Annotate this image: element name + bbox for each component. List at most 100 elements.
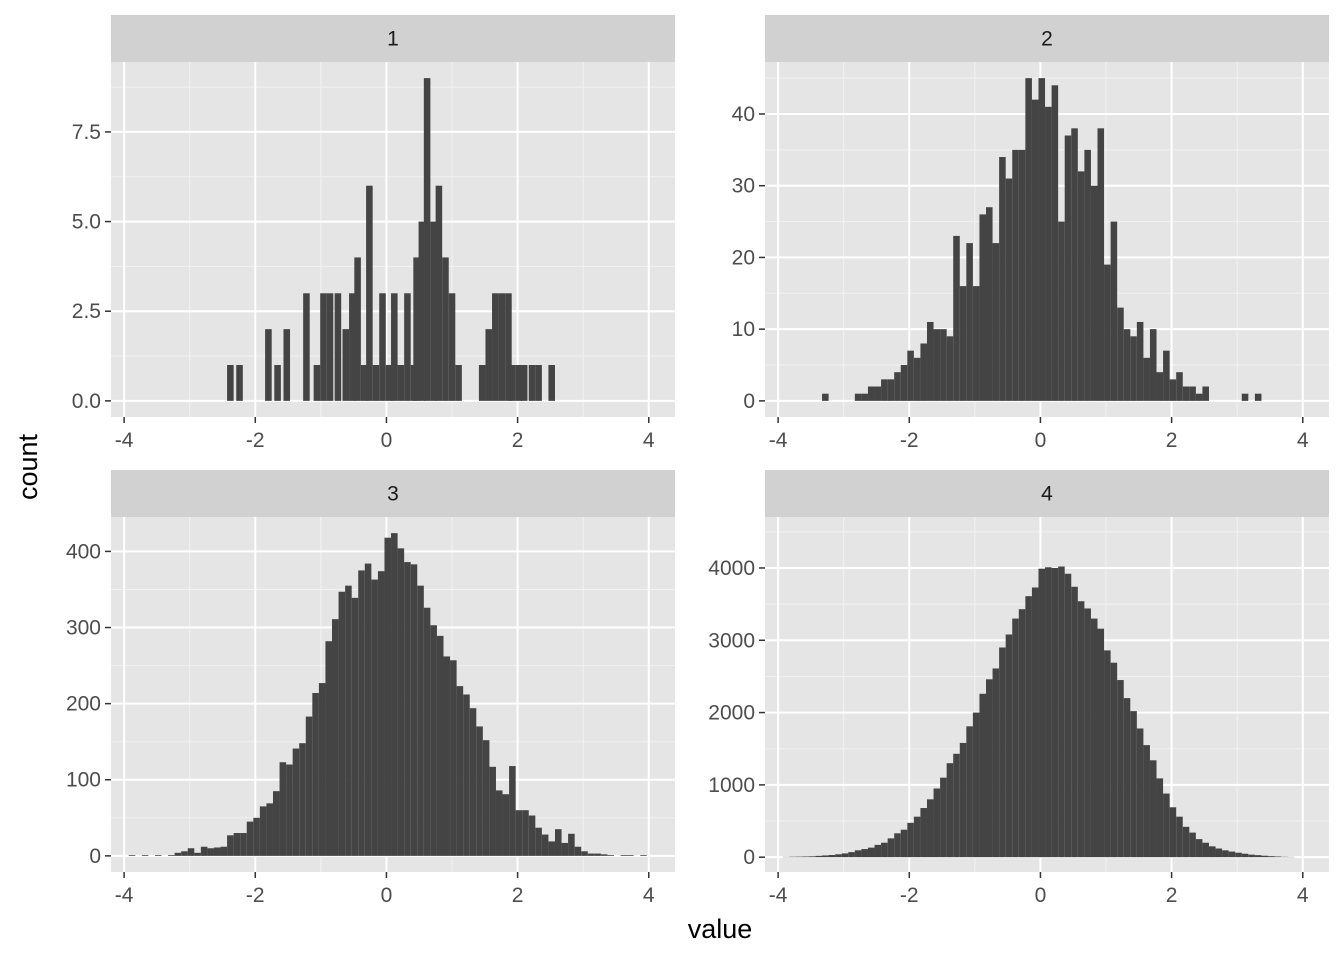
histogram-bar [1189, 832, 1196, 858]
y-tick-label: 300 [66, 617, 101, 640]
histogram-bar [207, 848, 214, 856]
y-axis-title: count [13, 433, 43, 500]
histogram-bar [1156, 372, 1164, 401]
histogram-bar [1189, 386, 1196, 401]
x-axis-title: value [688, 914, 753, 944]
histogram-bar [1130, 711, 1137, 858]
x-tick-label: 2 [512, 884, 524, 907]
histogram-bar [404, 562, 411, 856]
y-tick-label: 200 [66, 693, 101, 716]
histogram-bar [413, 257, 420, 401]
histogram-bar [181, 851, 188, 856]
histogram-bar [528, 365, 536, 401]
y-tick-label: 4000 [708, 557, 755, 580]
histogram-bar [469, 708, 477, 856]
histogram-bar [1058, 566, 1065, 858]
histogram-bar [492, 293, 499, 401]
y-tick-label: 0 [89, 845, 101, 868]
histogram-bar [1058, 221, 1065, 401]
histogram-bar [1090, 185, 1098, 401]
histogram-bar [274, 365, 281, 401]
histogram-bar [485, 329, 493, 401]
histogram-bar [979, 693, 987, 858]
histogram-bar [1012, 149, 1019, 401]
histogram-bar [236, 365, 243, 401]
histogram-bar [1202, 842, 1209, 858]
histogram-bar [587, 853, 595, 856]
histogram-bar [1038, 568, 1046, 858]
histogram-bar [338, 591, 346, 856]
histogram-bar [194, 852, 201, 856]
histogram-bar [972, 712, 980, 858]
histogram-bar [1018, 609, 1026, 858]
histogram-bar [953, 753, 960, 858]
x-tick-label: -2 [900, 884, 919, 907]
x-tick-label: -4 [115, 884, 134, 907]
panel-3: 3 -4 -2 0 2 4 0 100 200 300 400 [66, 470, 675, 907]
y-tick-label: 20 [732, 246, 755, 269]
histogram-bar [926, 799, 934, 858]
histogram-bar [313, 365, 321, 401]
histogram-bar [1005, 634, 1013, 858]
histogram-bar [861, 849, 868, 858]
histogram-bar [992, 243, 1000, 401]
histogram-bar [418, 221, 426, 401]
histogram-bar [502, 794, 510, 856]
histogram-bar [1031, 587, 1039, 858]
histogram-bar [828, 855, 836, 858]
histogram-bar [907, 822, 914, 858]
histogram-bar [1202, 386, 1209, 401]
histogram-bar [789, 856, 796, 858]
histogram-bar [1195, 393, 1203, 401]
histogram-bar [848, 852, 855, 858]
histogram-bar [240, 833, 247, 856]
histogram-bar [979, 214, 987, 401]
panel-strip-label: 4 [1041, 483, 1053, 506]
histogram-bar [1222, 850, 1229, 858]
y-tick-label: 5.0 [72, 211, 101, 234]
histogram-bar [168, 855, 175, 856]
histogram-bar [795, 856, 803, 858]
x-tick-label: 4 [643, 429, 655, 452]
histogram-bar [861, 393, 868, 401]
panel-strip-label: 2 [1041, 28, 1053, 51]
histogram-bar [325, 641, 333, 856]
histogram-bar [1195, 839, 1203, 858]
histogram-bar [1268, 856, 1275, 858]
histogram-bar [220, 846, 228, 856]
histogram-bar [410, 564, 418, 856]
histogram-bar [1248, 854, 1255, 858]
histogram-bar [1104, 650, 1111, 858]
y-tick-label: 10 [732, 318, 755, 341]
histogram-bar [246, 821, 254, 856]
histogram-bar [946, 763, 954, 858]
histogram-bar [986, 679, 993, 858]
histogram-bar [986, 207, 993, 401]
histogram-bar [1261, 855, 1269, 858]
histogram-bar [1084, 608, 1091, 858]
y-tick-label: 3000 [708, 629, 755, 652]
histogram-bar [1169, 379, 1177, 401]
panel-strip [765, 470, 1329, 517]
panel-strip [765, 15, 1329, 62]
x-tick-label: 4 [643, 884, 655, 907]
histogram-bar [867, 386, 875, 401]
x-tick-label: 4 [1297, 884, 1309, 907]
histogram-bar [259, 806, 267, 856]
histogram-bar [312, 692, 319, 856]
x-tick-label: 0 [1035, 884, 1047, 907]
histogram-bar [442, 257, 449, 401]
histogram-bar [1031, 99, 1039, 401]
histogram-bar [1110, 662, 1118, 858]
histogram-bar [233, 833, 241, 856]
histogram-bar [522, 810, 529, 856]
histogram-bar [887, 379, 895, 401]
panel-strip [111, 470, 675, 517]
histogram-bar [305, 716, 313, 856]
histogram-bar [200, 846, 208, 856]
histogram-bar [999, 647, 1006, 858]
x-tick-label: -2 [900, 429, 919, 452]
histogram-bar [1241, 393, 1249, 401]
histogram-bar [1143, 745, 1150, 858]
histogram-bar [391, 533, 398, 856]
